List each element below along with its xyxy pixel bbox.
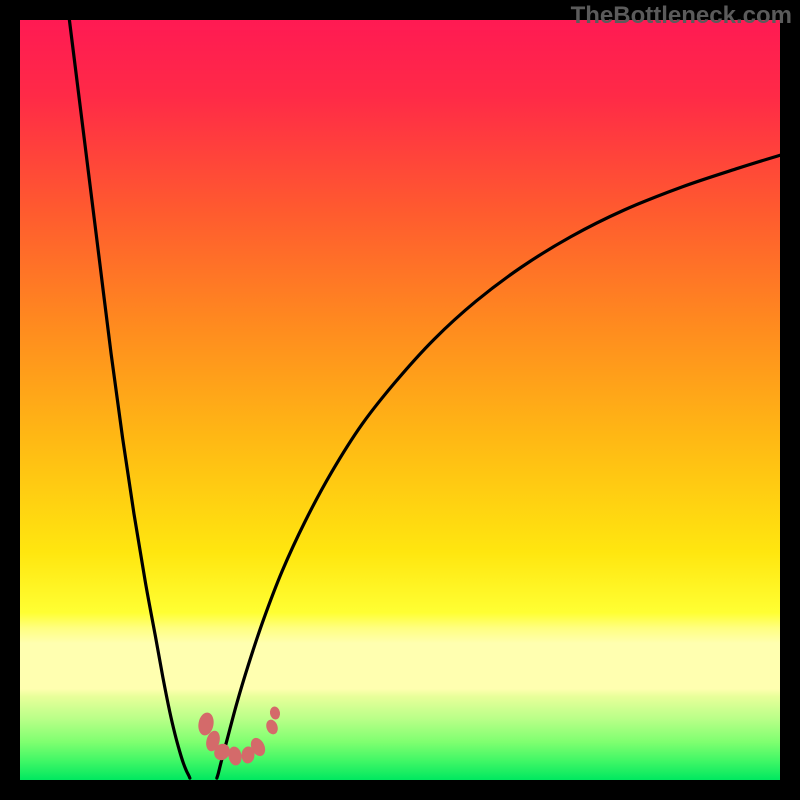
watermark-label: TheBottleneck.com: [571, 2, 792, 30]
chart-stage: TheBottleneck.com: [0, 0, 800, 800]
curves-svg: [20, 20, 780, 780]
marker-blob: [228, 746, 243, 766]
marker-blob: [265, 719, 279, 736]
curve-right: [217, 155, 780, 778]
marker-blob: [270, 706, 281, 719]
plot-area: [20, 20, 780, 780]
marker-group: [197, 706, 280, 766]
curve-left: [69, 20, 189, 778]
